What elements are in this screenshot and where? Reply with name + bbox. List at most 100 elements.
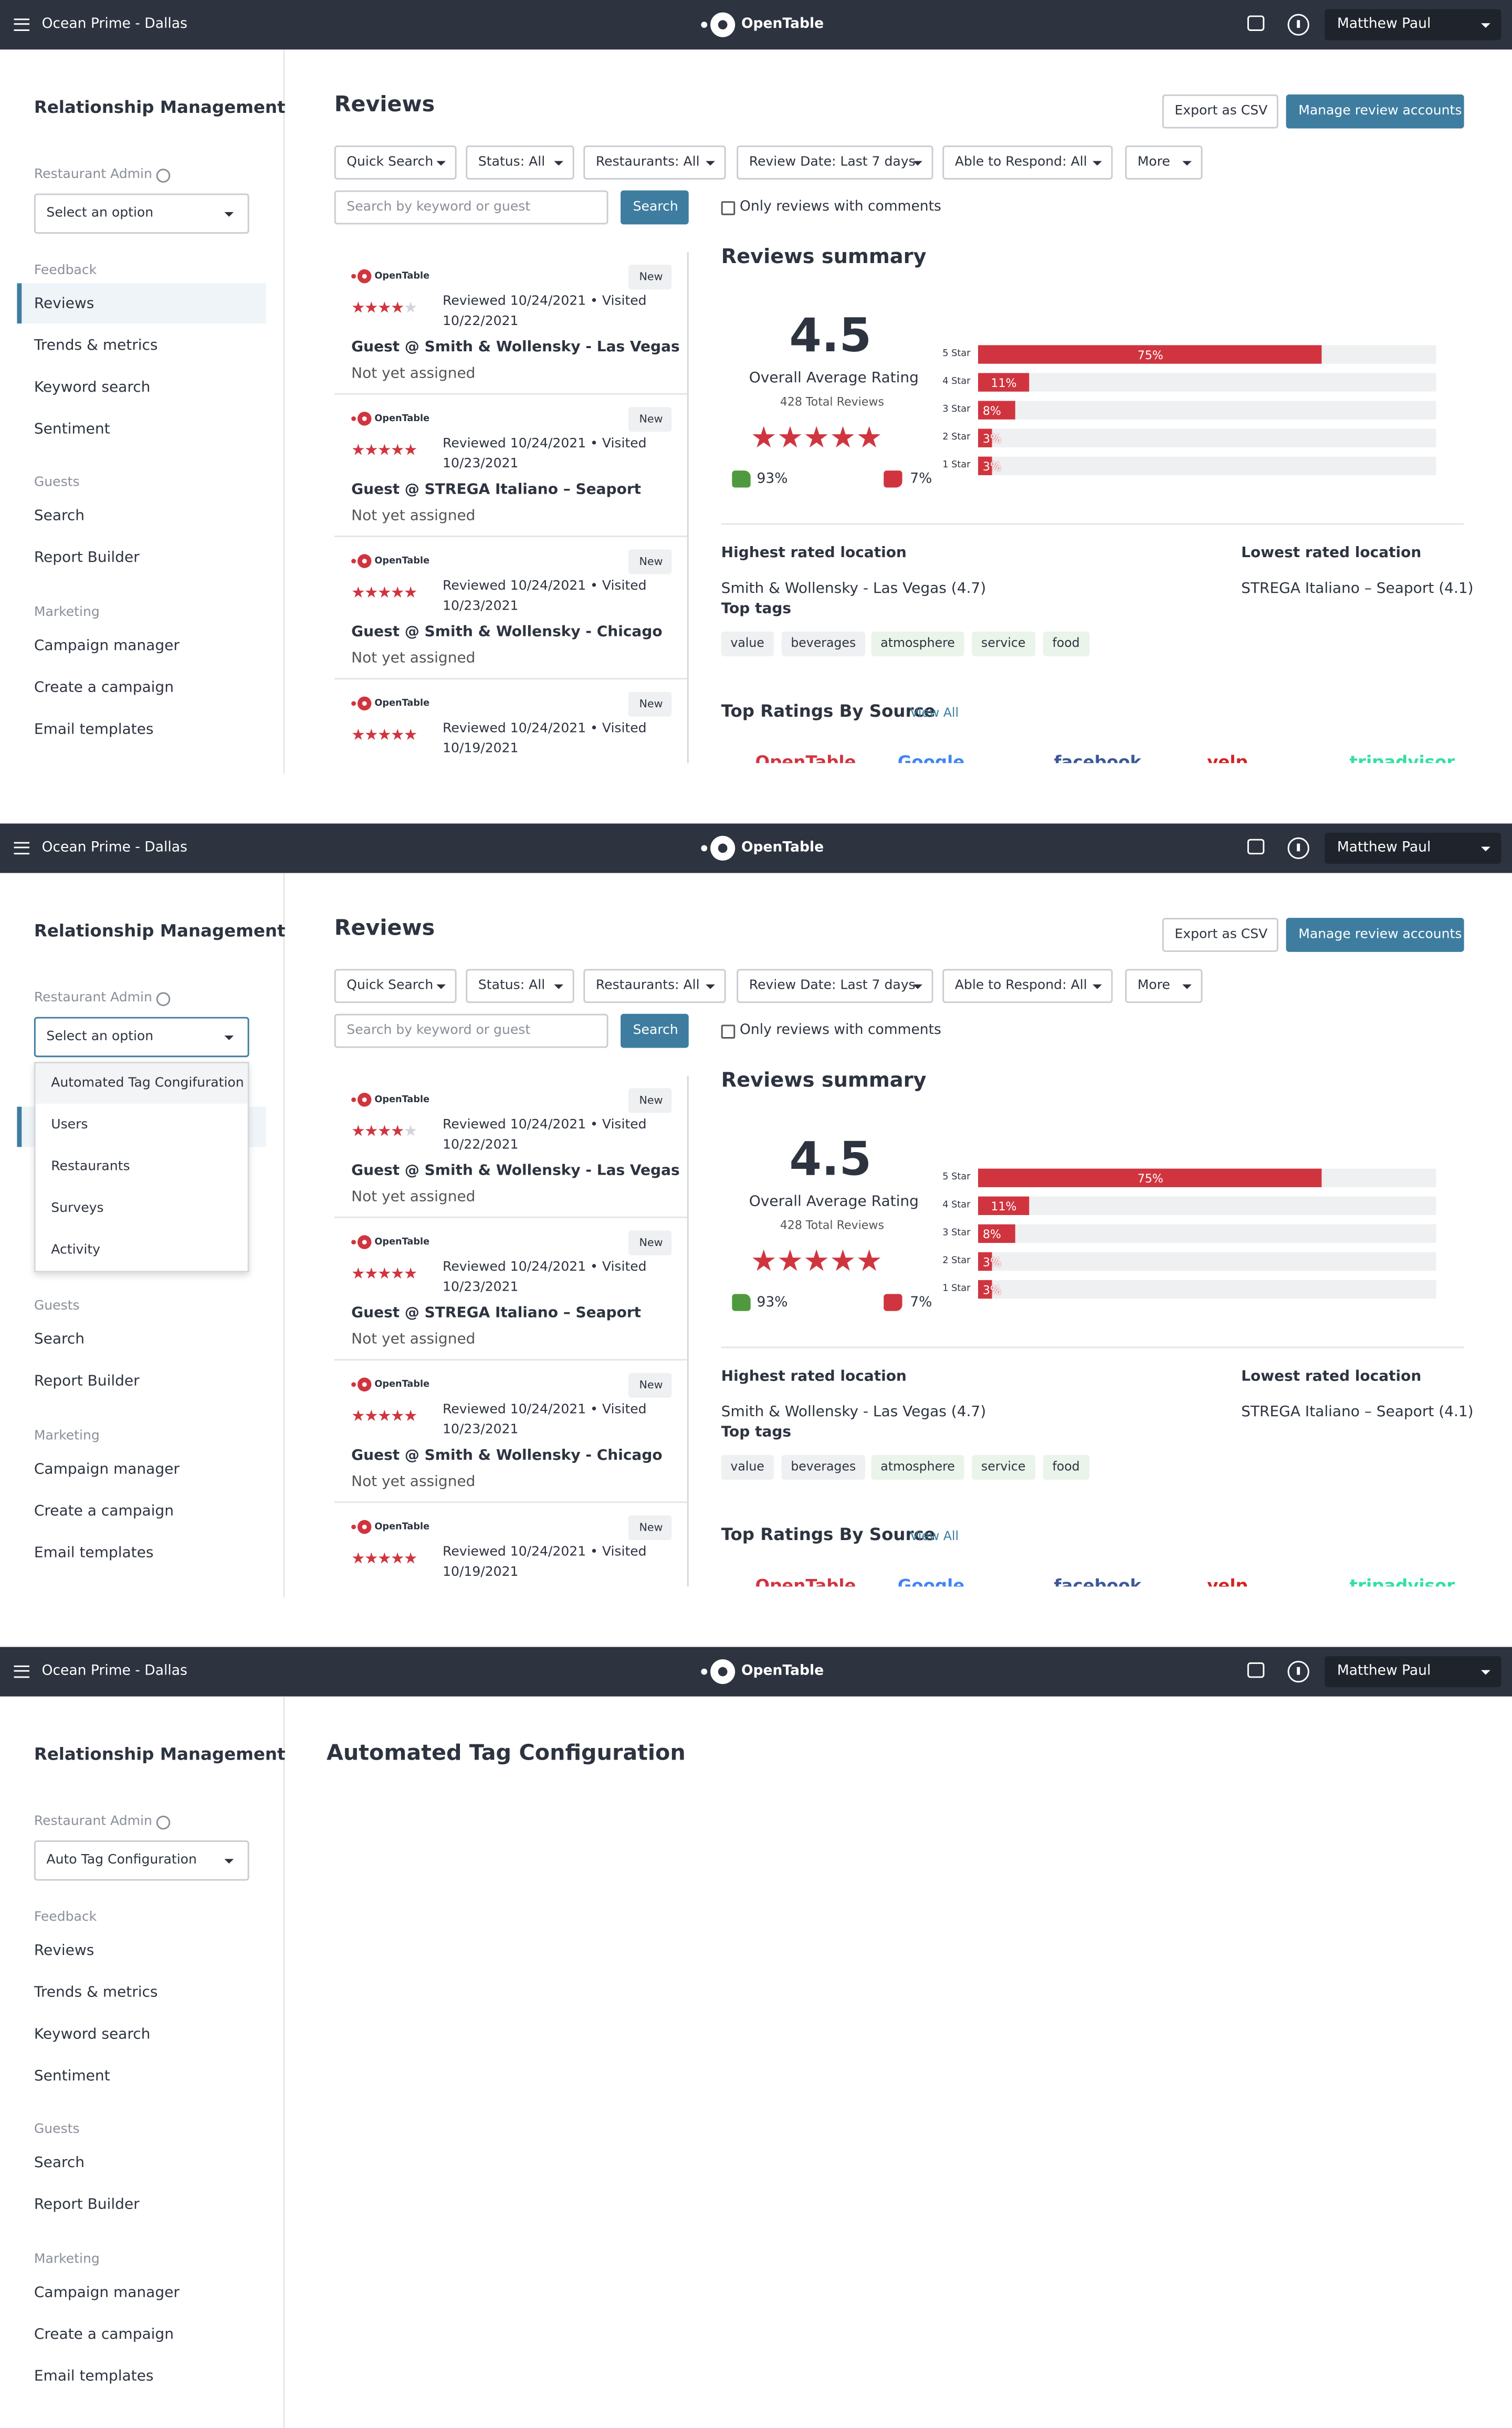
- help-icon[interactable]: [1287, 1660, 1309, 1683]
- feedback-icon[interactable]: [1247, 1662, 1265, 1678]
- nav-item[interactable]: Create a campaign: [34, 1502, 174, 1520]
- user-menu[interactable]: [1325, 1656, 1502, 1688]
- sources-row: OpenTable Google facebook yelp tripadvisor: [721, 740, 1464, 763]
- nav-item[interactable]: Create a campaign: [34, 2326, 174, 2343]
- help-icon[interactable]: [1287, 14, 1309, 36]
- nav-item[interactable]: Campaign manager: [34, 1460, 180, 1478]
- nav-item[interactable]: Campaign manager: [34, 2284, 180, 2301]
- nav-item[interactable]: Report Builder: [34, 2195, 140, 2213]
- menu-option[interactable]: Users: [51, 1116, 88, 1133]
- nav-item[interactable]: Report Builder: [34, 1372, 140, 1389]
- menu-option[interactable]: Automated Tag Congifuration: [51, 1075, 244, 1091]
- search-input[interactable]: [334, 1013, 608, 1048]
- source-logo: OpenTable: [755, 1575, 856, 1587]
- nav-item[interactable]: Email templates: [34, 1544, 154, 1561]
- nav-item[interactable]: Sentiment: [34, 2067, 110, 2085]
- nav-item[interactable]: Reviews: [34, 1942, 94, 1959]
- help-icon[interactable]: [1287, 837, 1309, 860]
- menu-icon[interactable]: [14, 18, 30, 31]
- help-dot: [1296, 1667, 1299, 1675]
- logo-dot: [351, 274, 356, 279]
- review-list[interactable]: OpenTable New ★★★★★ Reviewed 10/24/2021 • V…: [334, 252, 687, 763]
- admin-select[interactable]: [34, 1017, 249, 1058]
- filter-label: Status: All: [478, 977, 545, 993]
- admin-label: Restaurant Admin: [34, 166, 152, 182]
- nav-item[interactable]: Trends & metrics: [34, 1983, 158, 2001]
- review-badge: New: [639, 270, 663, 284]
- summary-stars: ★★★★★ ★★★★★: [751, 1232, 914, 1291]
- menu-icon[interactable]: [14, 1665, 30, 1678]
- filter-label: Able to Respond: All: [954, 154, 1087, 170]
- review-source: OpenTable: [374, 1379, 430, 1390]
- search-button[interactable]: [621, 190, 689, 225]
- filter-button[interactable]: [583, 145, 726, 180]
- nav-item[interactable]: Trends & metrics: [34, 337, 158, 354]
- manage-button[interactable]: [1286, 918, 1464, 952]
- nav-item[interactable]: Campaign manager: [34, 637, 180, 654]
- tag: service: [972, 631, 1035, 656]
- filter-button[interactable]: [737, 145, 933, 180]
- sidebar-title: Relationship Management: [34, 1744, 286, 1765]
- nav-item[interactable]: Search: [34, 507, 85, 524]
- review-meta: Reviewed 10/24/2021 • Visited 10/19/2021: [443, 721, 647, 757]
- user-name: Matthew Paul: [1337, 1663, 1431, 1680]
- filter-button[interactable]: [334, 145, 457, 180]
- star-label: 1 Star: [942, 459, 971, 471]
- menu-icon[interactable]: [14, 842, 30, 855]
- source-logo: OpenTable: [755, 752, 856, 763]
- top-bar: Ocean Prime - Dallas OpenTable Matthew Pau…: [0, 1647, 1512, 1697]
- source-logo: yelp: [1207, 752, 1248, 763]
- nav-item[interactable]: Keyword search: [34, 2025, 151, 2043]
- page-title: Reviews: [334, 916, 435, 941]
- export-button[interactable]: [1162, 94, 1278, 129]
- filter-button[interactable]: [737, 969, 933, 1003]
- nav-item[interactable]: Email templates: [34, 2367, 154, 2385]
- bar-label: 75%: [1137, 1171, 1163, 1185]
- user-menu[interactable]: [1325, 9, 1502, 40]
- top-bar: Ocean Prime - Dallas OpenTable Matthew Pau…: [0, 0, 1512, 50]
- nav-item[interactable]: Search: [34, 1330, 85, 1348]
- filter-button[interactable]: [942, 969, 1113, 1003]
- export-label: Export as CSV: [1174, 926, 1268, 942]
- search-button[interactable]: [621, 1013, 689, 1048]
- view-all-link[interactable]: View All: [910, 1529, 959, 1543]
- chevron: [224, 1035, 234, 1040]
- user-menu[interactable]: [1325, 832, 1502, 864]
- nav-item[interactable]: Search: [34, 2153, 85, 2171]
- menu-option[interactable]: Activity: [51, 1242, 101, 1258]
- menu-line: [14, 846, 30, 849]
- admin-select[interactable]: [34, 1840, 249, 1881]
- nav-item[interactable]: Reviews: [34, 295, 94, 312]
- brand-dot: [701, 845, 708, 852]
- nav-item[interactable]: Email templates: [34, 720, 154, 738]
- comments-checkbox[interactable]: [721, 201, 736, 215]
- menu-option[interactable]: Surveys: [51, 1200, 104, 1216]
- filter-button[interactable]: [583, 969, 726, 1003]
- admin-select[interactable]: [34, 193, 249, 234]
- export-button[interactable]: [1162, 918, 1278, 952]
- feedback-icon[interactable]: [1247, 839, 1265, 855]
- nav-item[interactable]: Create a campaign: [34, 678, 174, 696]
- filter-button[interactable]: [334, 969, 457, 1003]
- nav-item[interactable]: Keyword search: [34, 378, 151, 396]
- feedback-icon[interactable]: [1247, 15, 1265, 31]
- bar: [978, 1224, 1015, 1243]
- star-label: 3 Star: [942, 1227, 971, 1239]
- comments-checkbox[interactable]: [721, 1024, 736, 1039]
- sidebar: [0, 1696, 285, 2428]
- nav-item[interactable]: Sentiment: [34, 420, 110, 437]
- star-label: 3 Star: [942, 404, 971, 415]
- chevron: [1182, 984, 1192, 989]
- sidebar-title: Relationship Management: [34, 97, 286, 118]
- filter-button[interactable]: [942, 145, 1113, 180]
- review-status: Not yet assigned: [351, 649, 476, 667]
- menu-option[interactable]: Restaurants: [51, 1158, 130, 1174]
- manage-button[interactable]: [1286, 94, 1464, 129]
- review-list[interactable]: OpenTable New ★★★★★ Reviewed 10/24/2021 • V…: [334, 1076, 687, 1587]
- review-source: OpenTable: [374, 698, 430, 709]
- search-input[interactable]: [334, 190, 608, 225]
- source-logo: Google: [897, 752, 965, 763]
- view-all-link[interactable]: View All: [910, 706, 959, 720]
- nav-item[interactable]: Report Builder: [34, 548, 140, 566]
- search-label: Search: [633, 1022, 678, 1038]
